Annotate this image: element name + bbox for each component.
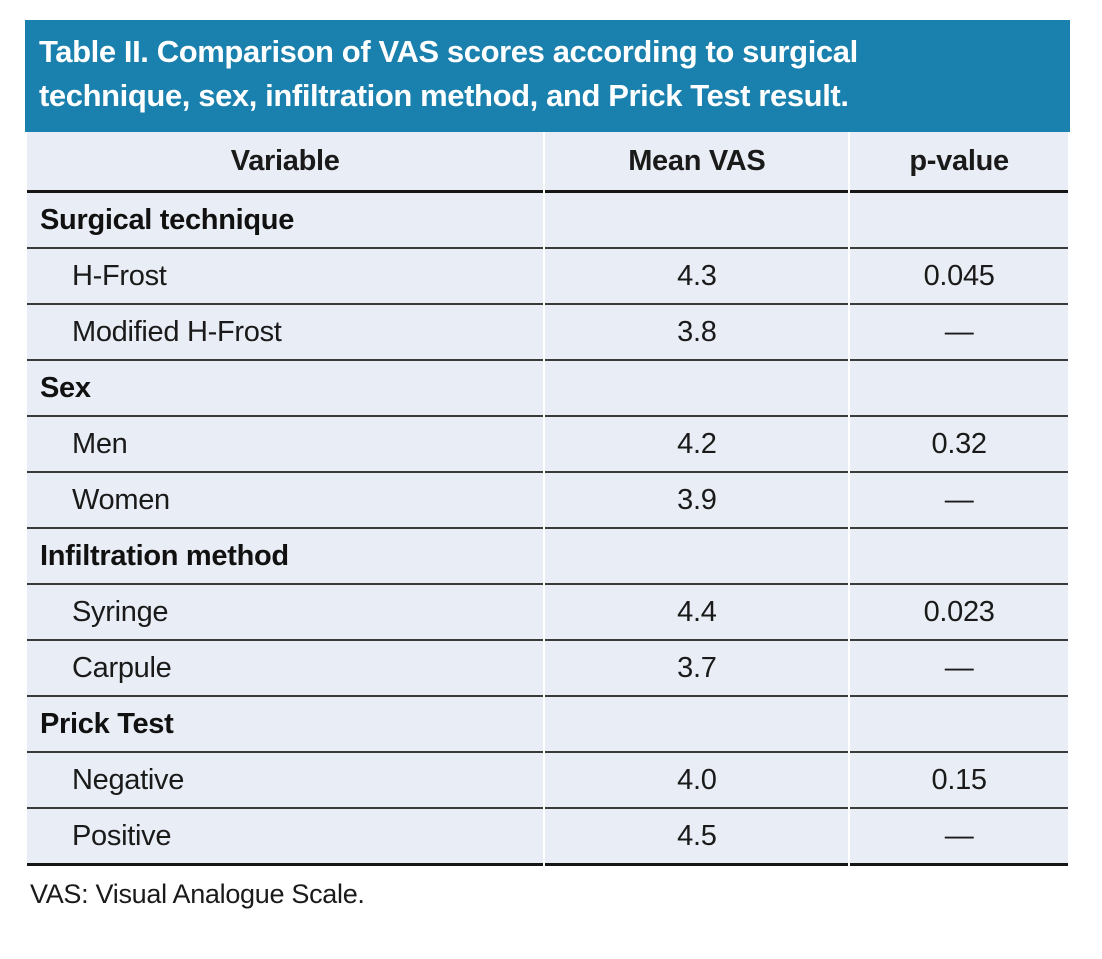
empty-cell (850, 529, 1068, 585)
variable-cell: Women (27, 473, 544, 529)
variable-cell: Modified H-Frost (27, 305, 544, 361)
variable-cell: Positive (27, 809, 544, 866)
table-title-banner: Table II. Comparison of VAS scores accor… (25, 20, 1070, 132)
table-footnote: VAS: Visual Analogue Scale. (30, 879, 365, 909)
mean-vas-cell: 4.3 (545, 249, 849, 305)
p-value-cell: — (850, 809, 1068, 866)
column-header-mean-vas: Mean VAS (545, 132, 849, 193)
section-label: Infiltration method (27, 529, 544, 585)
column-header-variable: Variable (27, 132, 544, 193)
p-value-cell: — (850, 641, 1068, 697)
mean-vas-cell: 4.2 (545, 417, 849, 473)
mean-vas-cell: 4.5 (545, 809, 849, 866)
empty-cell (545, 361, 849, 417)
p-value-cell: 0.15 (850, 753, 1068, 809)
mean-vas-cell: 4.0 (545, 753, 849, 809)
section-label: Sex (27, 361, 544, 417)
table-title-line-1: Table II. Comparison of VAS scores accor… (39, 34, 858, 69)
table-row: Modified H-Frost 3.8 — (27, 305, 1068, 361)
table-row: Women 3.9 — (27, 473, 1068, 529)
variable-cell: Carpule (27, 641, 544, 697)
page: Table II. Comparison of VAS scores accor… (25, 20, 1070, 909)
column-header-p-value: p-value (850, 132, 1068, 193)
empty-cell (850, 697, 1068, 753)
empty-cell (545, 193, 849, 249)
empty-cell (545, 697, 849, 753)
section-row-surgical-technique: Surgical technique (27, 193, 1068, 249)
variable-cell: H-Frost (27, 249, 544, 305)
table-row: Negative 4.0 0.15 (27, 753, 1068, 809)
p-value-cell: 0.023 (850, 585, 1068, 641)
section-row-sex: Sex (27, 361, 1068, 417)
mean-vas-cell: 3.9 (545, 473, 849, 529)
mean-vas-cell: 3.8 (545, 305, 849, 361)
table-row: H-Frost 4.3 0.045 (27, 249, 1068, 305)
empty-cell (850, 193, 1068, 249)
p-value-cell: 0.32 (850, 417, 1068, 473)
table-title-line-2: technique, sex, infiltration method, and… (39, 78, 849, 113)
section-row-infiltration-method: Infiltration method (27, 529, 1068, 585)
section-label: Surgical technique (27, 193, 544, 249)
table-row: Carpule 3.7 — (27, 641, 1068, 697)
variable-cell: Negative (27, 753, 544, 809)
empty-cell (850, 361, 1068, 417)
vas-comparison-table: Variable Mean VAS p-value Surgical techn… (25, 132, 1070, 866)
section-label: Prick Test (27, 697, 544, 753)
empty-cell (545, 529, 849, 585)
section-row-prick-test: Prick Test (27, 697, 1068, 753)
mean-vas-cell: 4.4 (545, 585, 849, 641)
p-value-cell: — (850, 305, 1068, 361)
table-row: Positive 4.5 — (27, 809, 1068, 866)
mean-vas-cell: 3.7 (545, 641, 849, 697)
p-value-cell: — (850, 473, 1068, 529)
variable-cell: Men (27, 417, 544, 473)
variable-cell: Syringe (27, 585, 544, 641)
table-row: Men 4.2 0.32 (27, 417, 1068, 473)
p-value-cell: 0.045 (850, 249, 1068, 305)
table-row: Syringe 4.4 0.023 (27, 585, 1068, 641)
table-header-row: Variable Mean VAS p-value (27, 132, 1068, 193)
